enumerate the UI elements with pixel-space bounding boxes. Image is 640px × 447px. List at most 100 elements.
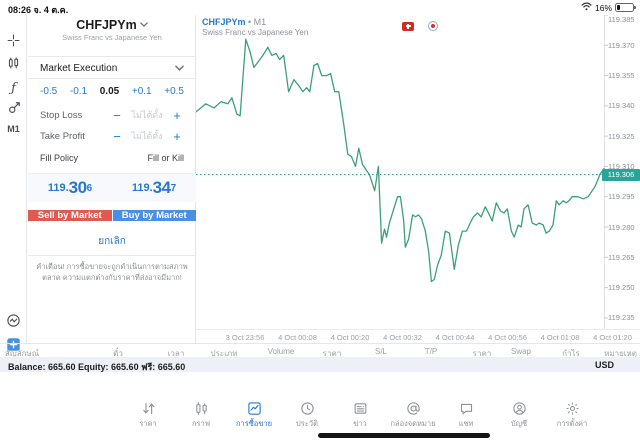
one-click-trading-icon[interactable] <box>0 313 27 328</box>
tab-charts[interactable]: กราฟ <box>173 400 229 430</box>
sell-by-market-button[interactable]: Sell by Market <box>28 210 112 221</box>
symbol-selector[interactable]: CHFJPYm <box>28 18 196 32</box>
chart-tools-rail: ƒ M1 <box>0 15 27 343</box>
tab-accounts[interactable]: บัญชี <box>491 400 547 430</box>
arrows-updown-icon <box>120 400 176 417</box>
volume-inc-large-button[interactable]: +0.5 <box>164 86 184 97</box>
fill-policy-label: Fill Policy <box>40 153 78 163</box>
balance-summary: Balance: 665.60 Equity: 665.60 ฟรี: 665.… <box>8 360 185 374</box>
time-axis-label: 4 Oct 00:32 <box>383 333 422 342</box>
balance-bar: Balance: 665.60 Equity: 665.60 ฟรี: 665.… <box>0 357 640 372</box>
price-chart[interactable]: CHFJPYm • M1 Swiss Franc vs Japanese Yen… <box>196 15 640 329</box>
order-type-value: Market Execution <box>40 63 117 74</box>
volume-value[interactable]: 0.05 <box>100 86 119 97</box>
date-text: จ. 4 ต.ค. <box>34 5 69 15</box>
column-header-6: S/L <box>375 347 387 356</box>
chart-symbol-description: Swiss Franc vs Japanese Yen <box>202 28 308 37</box>
clock-text: 08:26 <box>8 5 31 15</box>
person-circle-icon <box>491 400 547 417</box>
time-axis-label: 4 Oct 01:08 <box>541 333 580 342</box>
tab-label: ข่าว <box>332 418 388 430</box>
price-axis-label: 119.340 <box>608 101 635 110</box>
history-clock-icon <box>279 400 335 417</box>
tab-settings[interactable]: การตั้งค่า <box>544 400 600 430</box>
timeframe-button[interactable]: M1 <box>0 124 27 134</box>
fill-policy-selector[interactable]: Fill Policy Fill or Kill <box>28 149 196 167</box>
chart-time-axis: 3 Oct 23:564 Oct 00:084 Oct 00:204 Oct 0… <box>196 329 640 343</box>
functions-icon[interactable]: ƒ <box>0 79 27 97</box>
trade-table-header: สัญลักษณ์ตั๋วเวลาประเภทVolumeราคาS/LT/Pร… <box>0 343 640 357</box>
chevron-down-icon <box>140 19 148 30</box>
stop-loss-label: Stop Loss <box>40 110 110 121</box>
time-axis-label: 4 Oct 00:08 <box>278 333 317 342</box>
objects-icon[interactable] <box>0 101 27 115</box>
tab-trade[interactable]: การซื้อขาย <box>226 400 282 430</box>
price-axis-label: 119.265 <box>608 253 635 262</box>
tab-label: บัญชี <box>491 418 547 430</box>
chevron-down-icon <box>175 63 184 74</box>
sell-price: 119.306 <box>28 178 112 198</box>
tab-history[interactable]: ประวัติ <box>279 400 335 430</box>
tab-mailbox[interactable]: กล่องจดหมาย <box>385 400 441 430</box>
tab-quotes[interactable]: ราคา <box>120 400 176 430</box>
stop-loss-field[interactable]: ไม่ได้ตั้ง <box>124 108 170 122</box>
wifi-icon <box>581 2 592 13</box>
tab-label: ราคา <box>120 418 176 430</box>
volume-inc-small-button[interactable]: +0.1 <box>132 86 152 97</box>
candles-icon <box>173 400 229 417</box>
volume-dec-large-button[interactable]: -0.5 <box>40 86 57 97</box>
column-header-7: T/P <box>425 347 437 356</box>
tab-bar: ราคากราฟการซื้อขายประวัติข่าวกล่องจดหมาย… <box>0 398 640 432</box>
buy-by-market-button[interactable]: Buy by Market <box>113 210 197 221</box>
price-axis-label: 119.385 <box>608 15 635 24</box>
volume-dec-small-button[interactable]: -0.1 <box>70 86 87 97</box>
tab-label: กราฟ <box>173 418 229 430</box>
price-axis-label: 119.295 <box>608 192 635 201</box>
take-profit-field[interactable]: ไม่ได้ตั้ง <box>124 129 170 143</box>
tab-chat[interactable]: แชท <box>438 400 494 430</box>
take-profit-label: Take Profit <box>40 131 110 142</box>
tab-label: แชท <box>438 418 494 430</box>
status-bar: 08:26 จ. 4 ต.ค. 16% <box>0 0 640 15</box>
take-profit-minus-button[interactable]: − <box>110 129 124 144</box>
time-axis-label: 4 Oct 00:44 <box>436 333 475 342</box>
column-header-9: Swap <box>511 347 531 356</box>
price-axis-label: 119.280 <box>608 223 635 232</box>
price-axis-label: 119.310 <box>608 162 635 171</box>
tab-label: การซื้อขาย <box>226 418 282 430</box>
price-axis-label: 119.235 <box>608 313 635 322</box>
price-axis-label: 119.325 <box>608 132 635 141</box>
chart-symbol: CHFJPYm <box>202 17 246 27</box>
stop-loss-minus-button[interactable]: − <box>110 108 124 123</box>
cancel-button[interactable]: ยกเลิก <box>28 227 196 255</box>
tab-label: กล่องจดหมาย <box>385 418 441 430</box>
symbol-description: Swiss Franc vs Japanese Yen <box>28 33 196 42</box>
account-currency: USD <box>595 360 614 370</box>
indicators-icon[interactable] <box>0 56 27 70</box>
tab-label: ประวัติ <box>279 418 335 430</box>
tab-label: การตั้งค่า <box>544 418 600 430</box>
chart-square-icon <box>226 400 282 417</box>
order-type-selector[interactable]: Market Execution <box>28 59 196 78</box>
chart-header: CHFJPYm • M1 <box>202 17 266 27</box>
switzerland-flag-icon <box>402 22 414 31</box>
fill-policy-value: Fill or Kill <box>147 153 184 163</box>
battery-percent: 16% <box>595 3 612 13</box>
time-axis-label: 4 Oct 01:20 <box>593 333 632 342</box>
home-indicator[interactable] <box>318 433 490 438</box>
symbol-flags <box>402 21 438 31</box>
price-axis-label: 119.250 <box>608 283 635 292</box>
gear-icon <box>544 400 600 417</box>
at-sign-icon <box>385 400 441 417</box>
chart-canvas[interactable] <box>196 15 640 329</box>
battery-icon <box>615 3 634 12</box>
japan-flag-icon <box>428 21 438 31</box>
chat-bubble-icon <box>438 400 494 417</box>
crosshair-icon[interactable] <box>0 34 27 47</box>
execution-warning-text: คำเตือน! การซื้อขายจะถูกดำเนินการตามสภาพ… <box>34 262 190 283</box>
price-axis-label: 119.370 <box>608 41 635 50</box>
stop-loss-plus-button[interactable]: + <box>170 108 184 123</box>
tab-news[interactable]: ข่าว <box>332 400 388 430</box>
symbol-name: CHFJPYm <box>76 18 136 32</box>
take-profit-plus-button[interactable]: + <box>170 129 184 144</box>
